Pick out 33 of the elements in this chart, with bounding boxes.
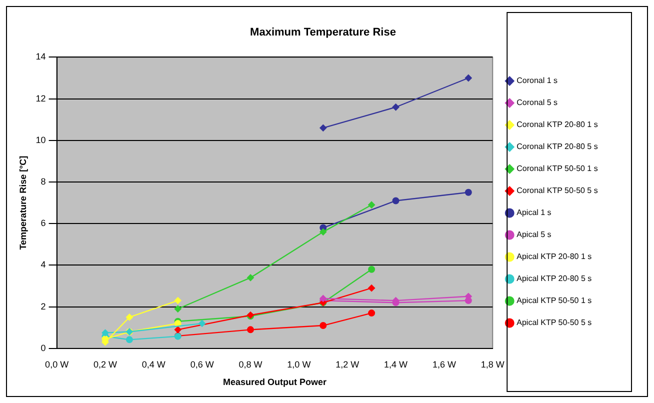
y-tick-label: 12 <box>36 93 46 104</box>
y-tick-label: 6 <box>40 218 46 228</box>
legend-label: Coronal KTP 20-80 5 s <box>516 142 598 152</box>
legend-label: Apical KTP 20-80 1 s <box>516 252 592 262</box>
legend-label: Apical 1 s <box>516 208 552 218</box>
y-tick-label: 4 <box>40 260 46 270</box>
legend-label: Coronal KTP 50-50 5 s <box>516 186 598 196</box>
x-tick-label: 1,6 W <box>432 359 456 370</box>
legend-label: Coronal KTP 50-50 1 s <box>516 164 598 174</box>
x-tick-label: 1,4 W <box>384 359 408 370</box>
x-tick-label: 1,0 W <box>287 359 312 370</box>
chart-title: Maximum Temperature Rise <box>250 26 396 39</box>
legend-label: Coronal 5 s <box>516 98 558 108</box>
x-tick-label: 0,8 W <box>238 359 263 370</box>
y-axis-title: Temperature Rise [°C] <box>18 156 28 250</box>
x-tick-label: 1,8 W <box>480 359 505 370</box>
x-tick-label: 0,6 W <box>190 359 214 370</box>
legend-label: Apical 5 s <box>516 230 552 240</box>
legend-label: Apical KTP 50-50 5 s <box>516 318 592 328</box>
x-axis-title: Measured Output Power <box>222 377 327 388</box>
y-tick-label: 2 <box>40 301 46 312</box>
y-tick-label: 10 <box>36 134 46 145</box>
y-tick-label: 8 <box>40 176 46 186</box>
y-tick-label: 0 <box>40 342 46 353</box>
x-tick-label: 0,2 W <box>93 359 118 370</box>
legend-label: Coronal 1 s <box>516 76 558 86</box>
x-tick-label: 1,2 W <box>336 359 360 370</box>
y-tick-label: 14 <box>36 52 46 62</box>
x-tick-label: 0,0 W <box>45 359 70 370</box>
legend-label: Apical KTP 20-80 5 s <box>516 274 592 284</box>
legend-label: Apical KTP 50-50 1 s <box>516 296 592 306</box>
legend-label: Coronal KTP 20-80 1 s <box>516 120 598 130</box>
x-tick-label: 0,4 W <box>142 359 166 370</box>
